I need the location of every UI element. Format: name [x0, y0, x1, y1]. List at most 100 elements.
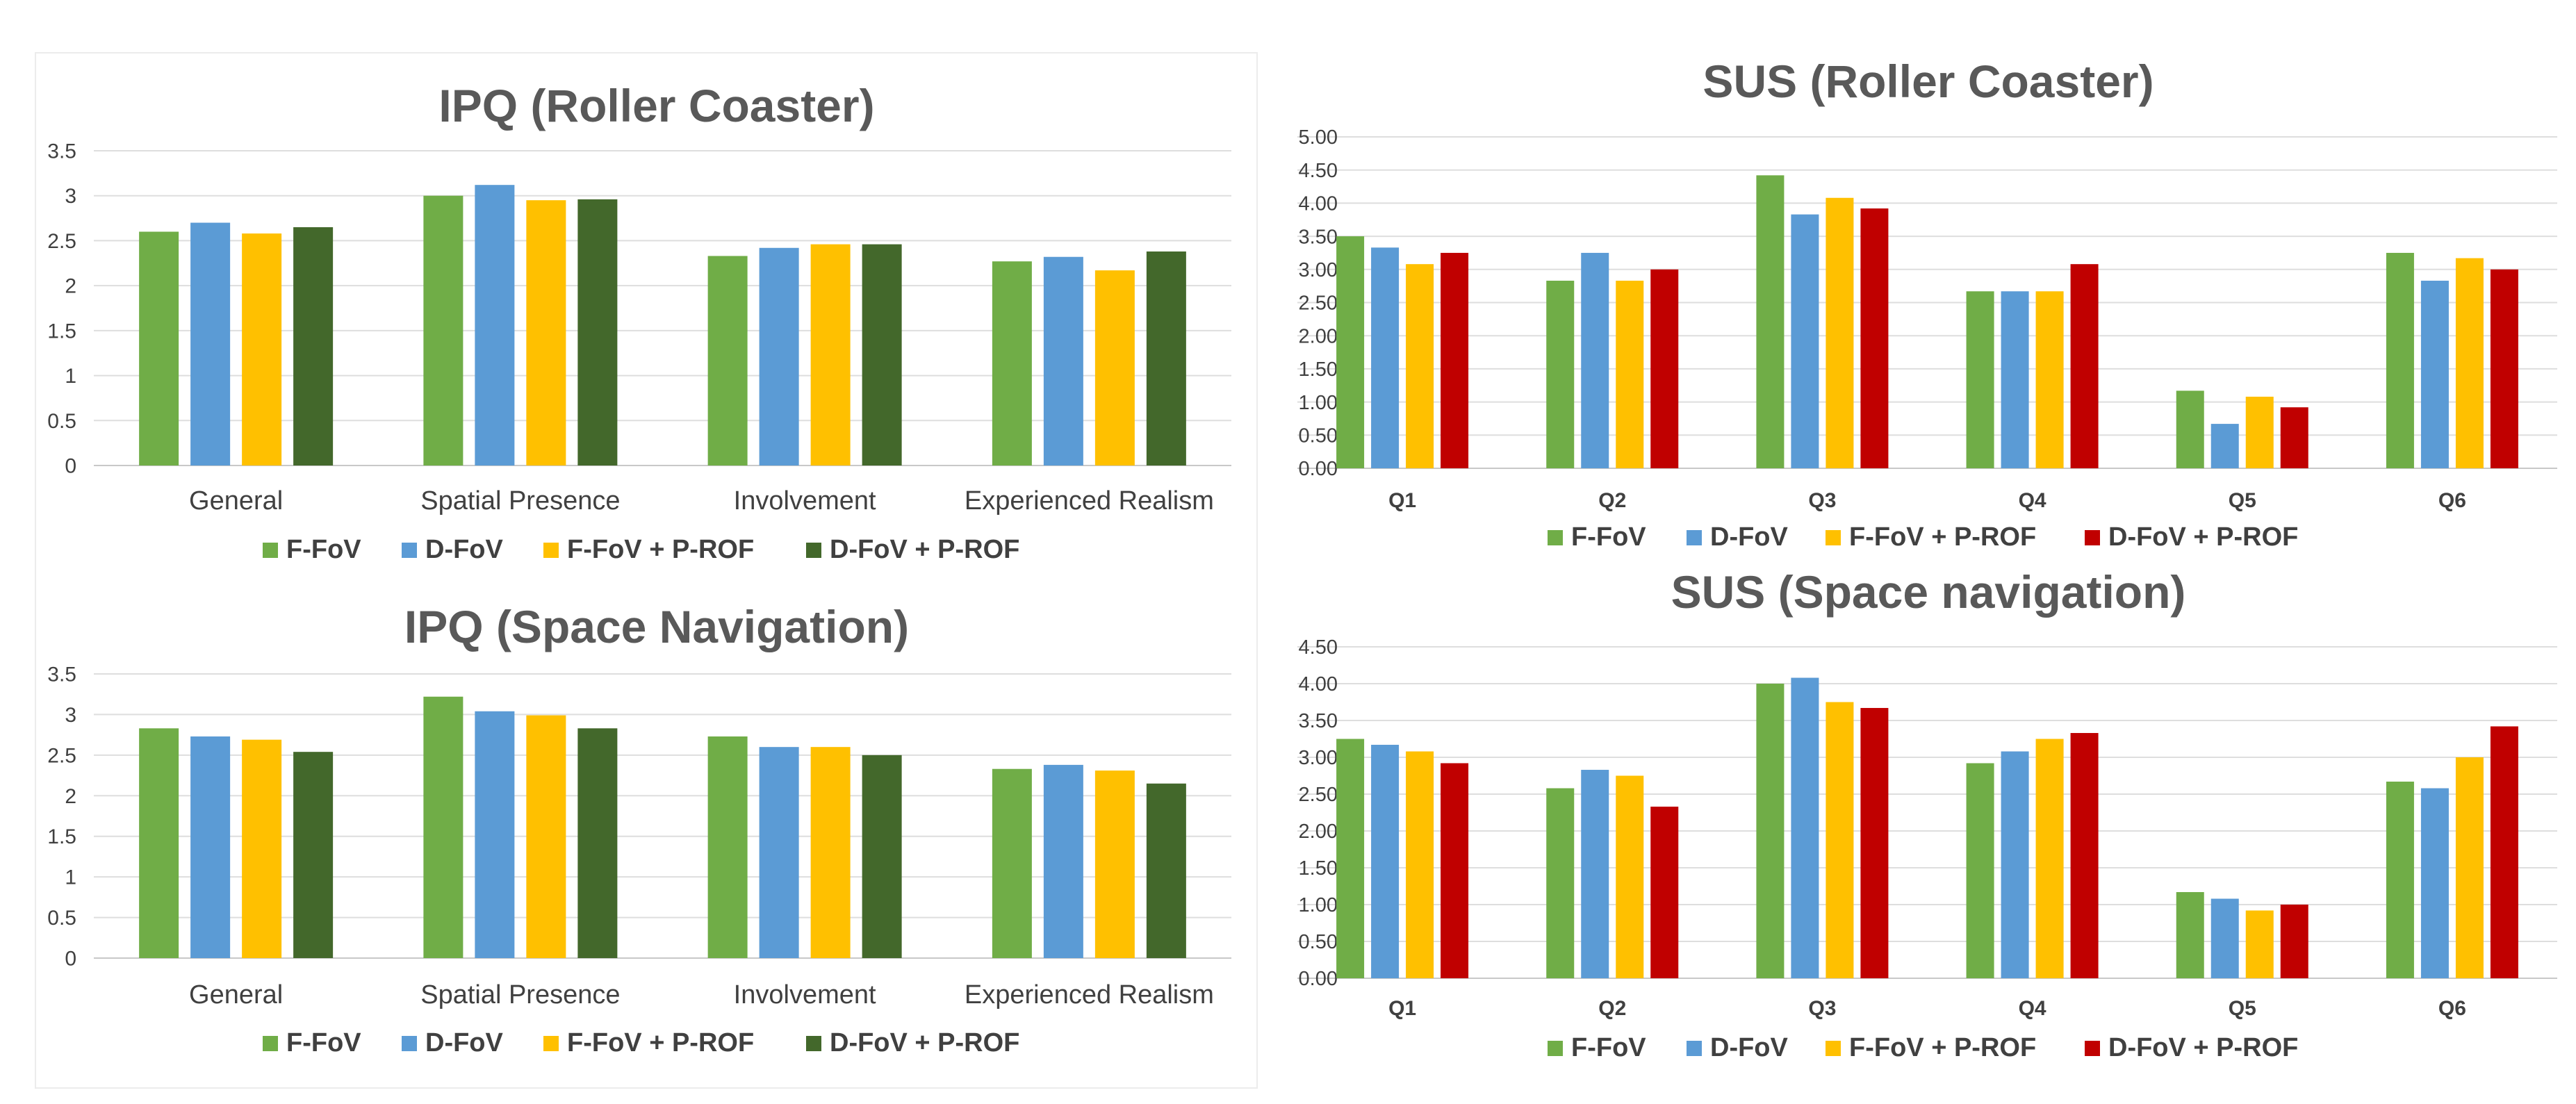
y-tick-label: 2	[65, 275, 76, 298]
y-tick-label: 1.5	[47, 320, 76, 343]
y-tick-label: 4.50	[1299, 160, 1338, 182]
legend-label: F-FoV	[1571, 1033, 1646, 1062]
bar-d-fov-p-rof	[2070, 264, 2099, 468]
bar-d-fov-p-rof	[1441, 252, 1469, 468]
bar-d-fov-p-rof	[2070, 733, 2099, 978]
bar-f-fov-p-rof	[1094, 270, 1135, 466]
legend-label: F-FoV	[286, 535, 361, 564]
bar-d-fov-p-rof	[2490, 269, 2518, 468]
y-tick-label: 0.50	[1299, 425, 1338, 447]
chart-title: SUS (Roller Coaster)	[1703, 56, 2153, 107]
bar-d-fov-p-rof	[1650, 807, 1679, 978]
legend-label: D-FoV	[425, 1028, 504, 1057]
bar-f-fov-p-rof	[1616, 775, 1644, 978]
legend-label: D-FoV + P-ROF	[830, 535, 1019, 564]
y-tick-label: 2.5	[47, 230, 76, 253]
bar-f-fov	[423, 195, 463, 466]
bar-f-fov	[2176, 390, 2204, 468]
x-category-label: Q2	[1598, 997, 1626, 1020]
bar-f-fov-p-rof	[2035, 291, 2064, 468]
bar-f-fov-p-rof	[810, 244, 851, 466]
bar-f-fov	[992, 768, 1032, 958]
chart-3: SUS (Space navigation) 0.00 0.50 1.00 1.50 2.…	[1297, 566, 2557, 1062]
bar-f-fov	[1756, 175, 1785, 468]
bar-d-fov-p-rof	[1860, 707, 1889, 978]
y-tick-label: 0.50	[1299, 931, 1338, 953]
x-category-label: Spatial Presence	[420, 486, 620, 516]
x-category-label: Q3	[1808, 489, 1836, 512]
bar-f-fov	[707, 736, 748, 958]
x-category-label: Experienced Realism	[965, 980, 1214, 1010]
bar-f-fov-p-rof	[2455, 258, 2484, 468]
bar-d-fov-p-rof	[577, 199, 618, 466]
x-category-label: Q1	[1388, 997, 1416, 1020]
bar-f-fov	[1546, 788, 1575, 978]
bar-f-fov	[707, 256, 748, 466]
bar-d-fov-p-rof	[577, 728, 618, 958]
bar-f-fov-p-rof	[2245, 396, 2274, 468]
bar-d-fov-p-rof	[1441, 763, 1469, 978]
x-category-label: Q6	[2438, 997, 2466, 1020]
y-tick-label: 3.00	[1299, 747, 1338, 769]
legend-swatch	[1826, 1041, 1841, 1056]
bar-d-fov	[2210, 424, 2239, 468]
bar-d-fov	[1581, 770, 1609, 978]
bar-f-fov	[2176, 891, 2204, 978]
y-tick-label: 1.00	[1299, 894, 1338, 916]
legend-label: D-FoV	[1710, 1033, 1789, 1062]
y-tick-label: 0	[65, 455, 76, 478]
bar-f-fov	[992, 261, 1032, 466]
bar-d-fov	[2001, 751, 2029, 978]
bar-f-fov	[1966, 763, 1994, 978]
y-tick-label: 3	[65, 704, 76, 727]
y-tick-label: 0.5	[47, 907, 76, 930]
y-tick-label: 0.5	[47, 410, 76, 433]
bar-d-fov-p-rof	[2490, 726, 2518, 978]
bar-d-fov-p-rof	[1146, 251, 1186, 466]
legend-swatch	[543, 1036, 559, 1051]
y-tick-label: 1.50	[1299, 857, 1338, 880]
y-tick-label: 2.50	[1299, 784, 1338, 806]
y-tick-label: 2.50	[1299, 293, 1338, 315]
bar-f-fov-p-rof	[1616, 281, 1644, 468]
x-category-label: General	[189, 980, 283, 1010]
bar-d-fov	[1791, 214, 1819, 468]
bar-f-fov-p-rof	[1826, 702, 1854, 978]
bar-d-fov	[2420, 788, 2449, 978]
x-category-label: Q3	[1808, 997, 1836, 1020]
legend-swatch	[263, 1036, 278, 1051]
legend-label: F-FoV + P-ROF	[1849, 522, 2036, 552]
bar-f-fov-p-rof	[1094, 771, 1135, 958]
bar-d-fov	[2210, 898, 2239, 978]
bar-f-fov-p-rof	[2455, 757, 2484, 978]
legend-swatch	[543, 543, 559, 558]
legend-swatch	[1826, 530, 1841, 545]
legend-label: F-FoV	[286, 1028, 361, 1057]
x-category-label: Involvement	[734, 486, 876, 516]
bar-d-fov-p-rof	[862, 244, 902, 466]
bar-f-fov	[2386, 781, 2414, 978]
x-category-label: Spatial Presence	[420, 980, 620, 1010]
legend-swatch	[1687, 1041, 1702, 1056]
legend-swatch	[1548, 530, 1563, 545]
y-tick-label: 4.00	[1299, 193, 1338, 215]
y-tick-label: 0.00	[1299, 458, 1338, 480]
bar-d-fov-p-rof	[2280, 407, 2308, 468]
bar-d-fov-p-rof	[1650, 269, 1679, 468]
y-tick-label: 2.5	[47, 744, 76, 767]
legend-swatch	[402, 543, 417, 558]
legend-label: D-FoV	[1710, 522, 1789, 552]
bar-f-fov-p-rof	[810, 747, 851, 958]
bar-f-fov	[2386, 252, 2414, 468]
chart-title: SUS (Space navigation)	[1671, 566, 2186, 618]
bar-d-fov	[190, 736, 231, 958]
bar-d-fov	[1371, 247, 1400, 468]
legend-label: D-FoV + P-ROF	[830, 1028, 1019, 1057]
chart-1: IPQ (Space Navigation) 0 0.5 1 1.5 2 2.5 3 3.5 Ge…	[47, 601, 1231, 1057]
bar-d-fov-p-rof	[1860, 208, 1889, 468]
bar-f-fov	[1966, 291, 1994, 468]
bar-f-fov-p-rof	[526, 715, 566, 958]
bar-f-fov-p-rof	[2245, 910, 2274, 978]
bar-d-fov	[475, 185, 515, 466]
